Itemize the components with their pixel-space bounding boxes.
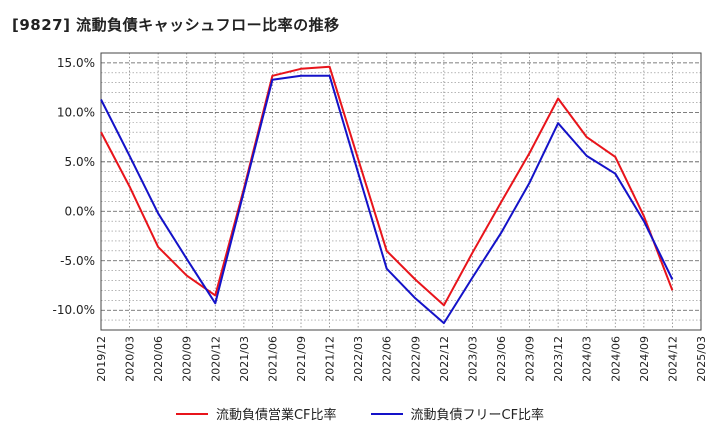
x-tick-label: 2023/03	[466, 336, 479, 382]
line-chart: 15.0% 10.0% 5.0% 0.0% -5.0% -10.0% 2019/12 2020…	[53, 52, 708, 382]
x-tick-label: 2021/09	[295, 336, 308, 382]
legend-label-operating-cf: 流動負債営業CF比率	[215, 408, 337, 423]
y-tick-label: -5.0%	[60, 254, 95, 268]
series-line-free-cf	[100, 74, 674, 325]
x-tick-label: 2020/03	[124, 336, 137, 382]
chart-title: [9827] 流動負債キャッシュフロー比率の推移	[12, 16, 340, 34]
legend-swatch-free-cf	[370, 412, 403, 415]
x-tick-label: 2023/09	[524, 336, 537, 382]
x-tick-label: 2023/12	[552, 336, 565, 382]
x-tick-label: 2024/12	[666, 336, 679, 382]
x-tick-label: 2020/06	[152, 336, 165, 382]
x-tick-label: 2021/06	[266, 336, 279, 382]
x-tick-label: 2020/12	[209, 336, 222, 382]
x-tick-label: 2020/09	[181, 336, 194, 382]
y-tick-label: 5.0%	[65, 155, 96, 169]
x-tick-label: 2024/09	[638, 336, 651, 382]
plot-frame	[100, 52, 702, 331]
x-tick-label: 2023/06	[495, 336, 508, 382]
x-tick-label: 2019/12	[95, 336, 108, 382]
x-tick-label: 2025/03	[695, 336, 708, 382]
x-tick-label: 2024/03	[581, 336, 594, 382]
x-tick-label: 2022/09	[409, 336, 422, 382]
legend-label-free-cf: 流動負債フリーCF比率	[410, 408, 545, 423]
legend-swatch-operating-cf	[175, 412, 208, 415]
x-tick-label: 2022/12	[438, 336, 451, 382]
legend-item-free-cf: 流動負債フリーCF比率	[370, 404, 545, 423]
x-tick-label: 2022/03	[352, 336, 365, 382]
series-line-operating-cf	[100, 65, 674, 307]
x-tick-label: 2022/06	[381, 336, 394, 382]
chart-legend: 流動負債営業CF比率 流動負債フリーCF比率	[0, 404, 720, 423]
y-tick-label: -10.0%	[53, 303, 95, 317]
x-tick-label: 2024/06	[609, 336, 622, 382]
y-tick-label: 10.0%	[57, 105, 95, 119]
x-tick-label: 2021/03	[238, 336, 251, 382]
y-tick-label: 0.0%	[65, 204, 96, 218]
y-tick-label: 15.0%	[57, 56, 95, 70]
x-tick-label: 2021/12	[324, 336, 337, 382]
legend-item-operating-cf: 流動負債営業CF比率	[175, 404, 337, 423]
